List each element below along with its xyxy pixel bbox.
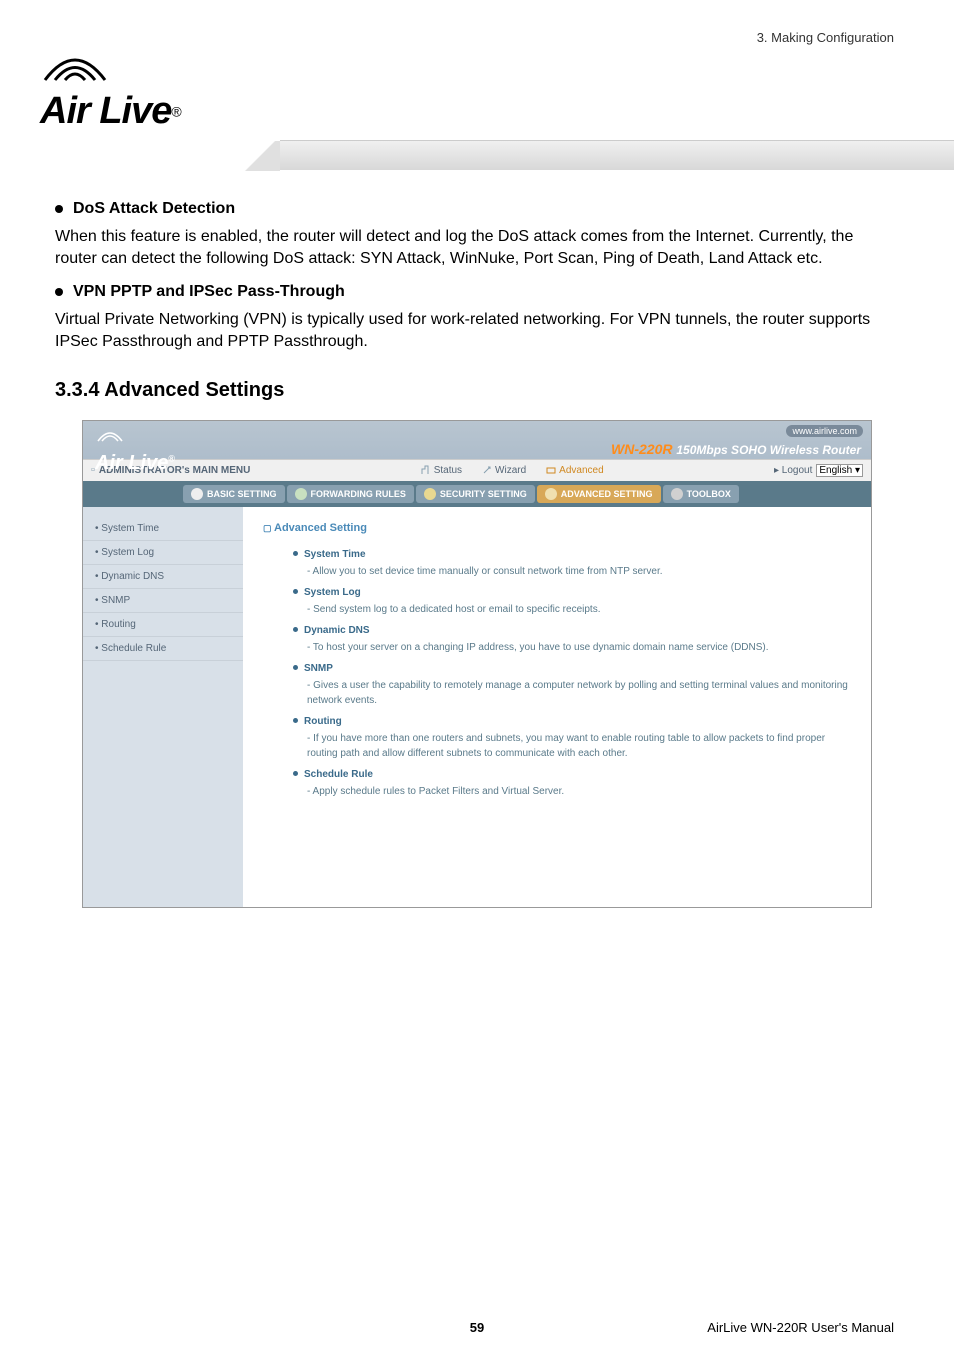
language-value: English <box>819 465 852 476</box>
vpn-heading: VPN PPTP and IPSec Pass-Through <box>55 283 899 301</box>
sidebar-item-snmp[interactable]: • SNMP <box>83 589 243 613</box>
basic-icon <box>191 488 203 500</box>
security-icon <box>424 488 436 500</box>
sidebar-item-schedule-rule[interactable]: • Schedule Rule <box>83 637 243 661</box>
tab-security[interactable]: SECURITY SETTING <box>416 485 535 503</box>
logo-text: Air Live <box>40 90 171 132</box>
sidebar-item-routing[interactable]: • Routing <box>83 613 243 637</box>
adv-head[interactable]: System Time <box>293 549 851 560</box>
logo-registered: ® <box>171 104 181 120</box>
router-body: • System Time • System Log • Dynamic DNS… <box>83 507 871 907</box>
tab-forwarding[interactable]: FORWARDING RULES <box>287 485 414 503</box>
tab-advanced[interactable]: ADVANCED SETTING <box>537 485 661 503</box>
model-number: WN-220R <box>611 441 672 457</box>
adv-desc: - If you have more than one routers and … <box>307 731 851 761</box>
adv-desc: - Apply schedule rules to Packet Filters… <box>307 784 851 799</box>
sidebar-label: Routing <box>101 619 135 630</box>
sidebar-label: Dynamic DNS <box>101 571 164 582</box>
sidebar-label: SNMP <box>101 595 130 606</box>
manual-title: AirLive WN-220R User's Manual <box>707 1320 894 1335</box>
adv-item-snmp: SNMP - Gives a user the capability to re… <box>293 663 851 708</box>
main-panel-title: Advanced Setting <box>263 522 851 534</box>
wifi-arc-icon <box>95 429 125 443</box>
language-select[interactable]: English ▾ <box>816 464 863 477</box>
dos-heading-text: DoS Attack Detection <box>73 200 235 217</box>
tab-toolbox-text: TOOLBOX <box>687 489 731 499</box>
dos-paragraph: When this feature is enabled, the router… <box>55 226 899 271</box>
adv-head[interactable]: Schedule Rule <box>293 769 851 780</box>
section-heading: 3.3.4 Advanced Settings <box>55 379 899 402</box>
toolbox-icon <box>671 488 683 500</box>
adv-head[interactable]: Routing <box>293 716 851 727</box>
router-tabs: BASIC SETTING FORWARDING RULES SECURITY … <box>83 481 871 507</box>
menu-logout[interactable]: ▸ Logout <box>774 465 812 476</box>
sidebar-item-dynamic-dns[interactable]: • Dynamic DNS <box>83 565 243 589</box>
header-divider <box>280 140 954 170</box>
adv-item-dynamic-dns: Dynamic DNS - To host your server on a c… <box>293 625 851 655</box>
router-menu-bar: ▫ ADMINISTRATOR's MAIN MENU Status Wizar… <box>83 459 871 481</box>
adv-item-schedule-rule: Schedule Rule - Apply schedule rules to … <box>293 769 851 799</box>
tab-basic[interactable]: BASIC SETTING <box>183 485 285 503</box>
sidebar-label: System Time <box>101 523 159 534</box>
menu-advanced-text: Advanced <box>559 465 603 476</box>
vpn-paragraph: Virtual Private Networking (VPN) is typi… <box>55 309 899 354</box>
bullet-icon <box>55 288 63 296</box>
router-url-badge[interactable]: www.airlive.com <box>786 425 863 437</box>
adv-item-system-log: System Log - Send system log to a dedica… <box>293 587 851 617</box>
sidebar-item-system-log[interactable]: • System Log <box>83 541 243 565</box>
wifi-arc-icon <box>40 50 110 85</box>
router-header: Air Live® www.airlive.com WN-220R 150Mbp… <box>83 421 871 481</box>
router-logo-text: Air Live <box>95 452 168 474</box>
page-number: 59 <box>470 1320 484 1335</box>
tab-security-text: SECURITY SETTING <box>440 489 527 499</box>
advanced-tab-icon <box>545 488 557 500</box>
wizard-icon <box>482 465 492 475</box>
airlive-logo: Air Live® <box>40 50 182 133</box>
menu-status[interactable]: Status <box>421 465 462 476</box>
tab-forwarding-text: FORWARDING RULES <box>311 489 406 499</box>
tab-basic-text: BASIC SETTING <box>207 489 277 499</box>
adv-head[interactable]: System Log <box>293 587 851 598</box>
bullet-icon <box>55 205 63 213</box>
adv-item-system-time: System Time - Allow you to set device ti… <box>293 549 851 579</box>
sidebar-item-system-time[interactable]: • System Time <box>83 517 243 541</box>
adv-desc: - Gives a user the capability to remotel… <box>307 678 851 708</box>
menu-wizard[interactable]: Wizard <box>482 465 526 476</box>
adv-item-routing: Routing - If you have more than one rout… <box>293 716 851 761</box>
chapter-label: 3. Making Configuration <box>757 30 894 45</box>
router-logo: Air Live® <box>95 429 175 475</box>
model-suffix: 150Mbps SOHO Wireless Router <box>676 443 861 457</box>
menu-wizard-text: Wizard <box>495 465 526 476</box>
adv-desc: - Send system log to a dedicated host or… <box>307 602 851 617</box>
advanced-icon <box>546 465 556 475</box>
dos-heading: DoS Attack Detection <box>55 200 899 218</box>
router-screenshot: Air Live® www.airlive.com WN-220R 150Mbp… <box>82 420 872 908</box>
menu-status-text: Status <box>434 465 462 476</box>
tab-toolbox[interactable]: TOOLBOX <box>663 485 739 503</box>
adv-desc: - Allow you to set device time manually … <box>307 564 851 579</box>
adv-head[interactable]: SNMP <box>293 663 851 674</box>
sidebar-label: Schedule Rule <box>101 643 166 654</box>
adv-head[interactable]: Dynamic DNS <box>293 625 851 636</box>
router-sidebar: • System Time • System Log • Dynamic DNS… <box>83 507 243 907</box>
status-icon <box>421 465 431 475</box>
tab-advanced-text: ADVANCED SETTING <box>561 489 653 499</box>
router-main-panel: Advanced Setting System Time - Allow you… <box>243 507 871 907</box>
router-logo-reg: ® <box>168 453 175 463</box>
forwarding-icon <box>295 488 307 500</box>
router-model: WN-220R 150Mbps SOHO Wireless Router <box>611 441 861 457</box>
sidebar-label: System Log <box>101 547 154 558</box>
adv-desc: - To host your server on a changing IP a… <box>307 640 851 655</box>
menu-advanced[interactable]: Advanced <box>546 465 603 476</box>
vpn-heading-text: VPN PPTP and IPSec Pass-Through <box>73 283 345 300</box>
